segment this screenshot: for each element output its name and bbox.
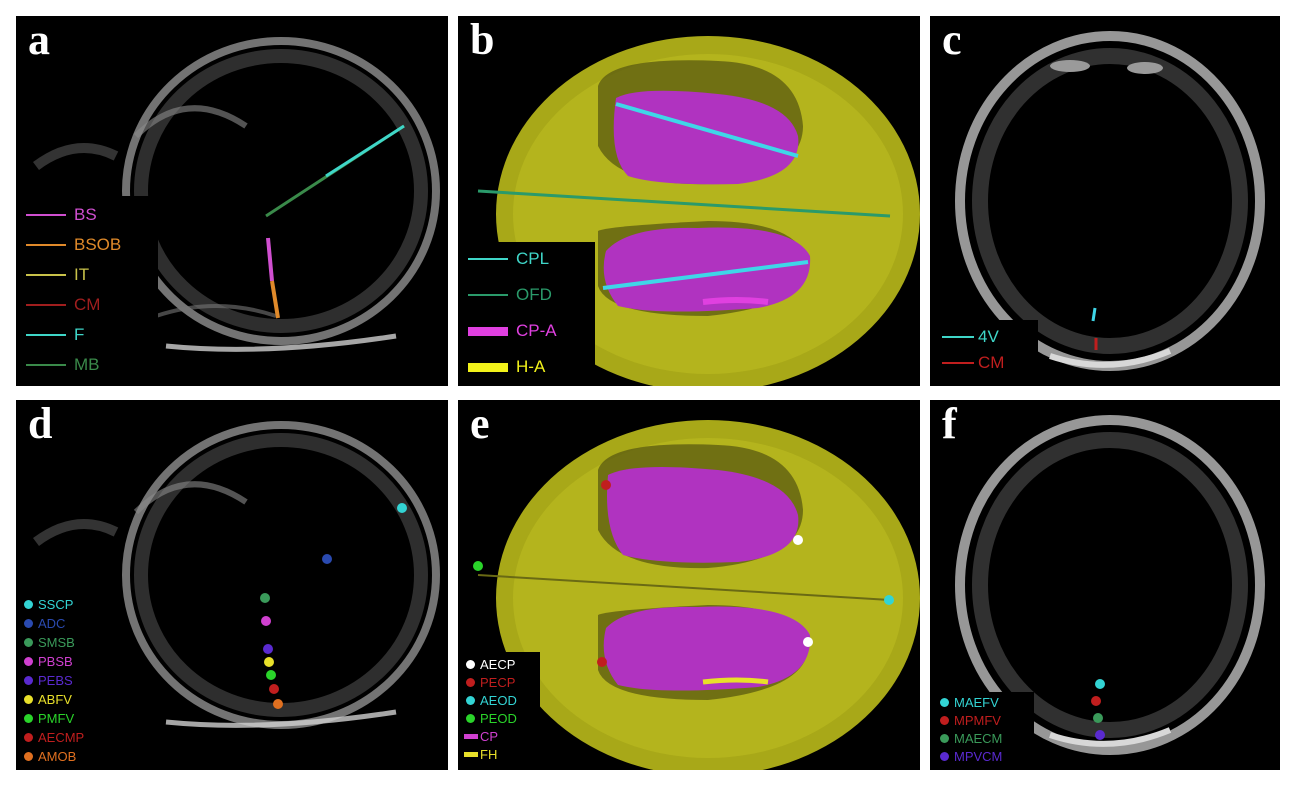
- area-swatch: [468, 327, 508, 336]
- line-swatch: [26, 244, 66, 246]
- panel-b: b CPL OFD CP-A H-A: [458, 16, 920, 386]
- marker-dot: [466, 678, 475, 687]
- area-swatch: [468, 363, 508, 372]
- marker-dot: [24, 695, 33, 704]
- line-swatch: [26, 274, 66, 276]
- marker-dot: [24, 600, 33, 609]
- marker-dot: [940, 752, 949, 761]
- marker-dot: [466, 660, 475, 669]
- panel-label-d: d: [28, 400, 53, 448]
- legend-e: AECP PECP AEOD PEOD CP FH: [460, 652, 540, 768]
- line-swatch: [26, 364, 66, 366]
- legend-c: 4V CM: [934, 320, 1038, 384]
- line-swatch: [942, 362, 974, 364]
- legend-a: BS BSOB IT CM F MB: [18, 196, 158, 384]
- panel-label-b: b: [470, 16, 495, 64]
- ultrasound-image-f: [955, 415, 1265, 755]
- line-swatch: [942, 336, 974, 338]
- legend-d: SSCP ADC SMSB PBSB PEBS ABFV PMFV AECMP …: [18, 592, 110, 768]
- marker-dot: [940, 734, 949, 743]
- marker-dot: [24, 714, 33, 723]
- marker-dot: [24, 733, 33, 742]
- marker-dot: [24, 619, 33, 628]
- line-swatch: [468, 258, 508, 260]
- ultrasound-image-a: [33, 37, 440, 352]
- line-swatch: [468, 294, 508, 296]
- line-swatch: [26, 304, 66, 306]
- marker-dot: [24, 657, 33, 666]
- ultrasound-image-c: [955, 31, 1265, 371]
- line-swatch: [26, 334, 66, 336]
- marker-dot: [24, 752, 33, 761]
- marker-dot: [940, 716, 949, 725]
- marker-dot: [466, 714, 475, 723]
- panel-a: a BS BSOB IT CM F MB: [16, 16, 448, 386]
- area-swatch: [464, 734, 478, 739]
- panel-label-e: e: [470, 400, 490, 448]
- panel-c: c 4V CM: [930, 16, 1280, 386]
- panel-label-c: c: [942, 16, 962, 64]
- line-swatch: [26, 214, 66, 216]
- panel-d: d SSCP ADC SMSB PBSB PEBS ABFV PMFV AECM…: [16, 400, 448, 770]
- panel-e: e AECP PECP AEOD PEOD CP FH: [458, 400, 920, 770]
- panel-label-a: a: [28, 16, 50, 64]
- marker-dot: [24, 638, 33, 647]
- marker-dot: [466, 696, 475, 705]
- legend-b: CPL OFD CP-A H-A: [460, 242, 595, 384]
- marker-dot: [940, 698, 949, 707]
- segmentation-image-e: [473, 420, 920, 770]
- area-swatch: [464, 752, 478, 757]
- panel-label-f: f: [942, 400, 957, 448]
- legend-f: MAEFV MPMFV MAECM MPVCM: [934, 692, 1034, 768]
- segmentation-image-b: [477, 36, 920, 386]
- marker-dot: [24, 676, 33, 685]
- ultrasound-image-d: [33, 421, 440, 729]
- panel-f: f MAEFV MPMFV MAECM MPVCM: [930, 400, 1280, 770]
